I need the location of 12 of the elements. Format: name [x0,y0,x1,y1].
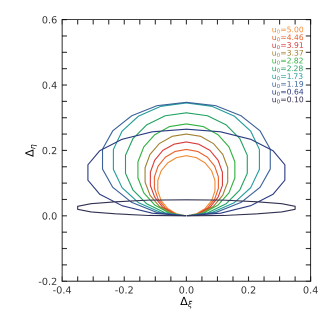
y-tick-label: 0.2 [42,146,56,154]
x-tick-label: 0.4 [304,286,318,294]
y-tick-label: 0.0 [42,212,57,220]
x-tick-label: 0.0 [179,286,194,294]
x-axis-title: Δ$_{ξ}$ [180,296,192,308]
x-tick-label: -0.4 [53,286,72,294]
y-tick-label: -0.2 [38,278,56,286]
x-tick-label: 0.2 [241,286,256,294]
y-axis-title: Δ$_{η}$ [25,144,37,157]
y-tick-label: 0.4 [42,82,57,89]
y-tick-label: 0.6 [42,16,57,24]
x-tick-label: -0.2 [115,286,133,294]
